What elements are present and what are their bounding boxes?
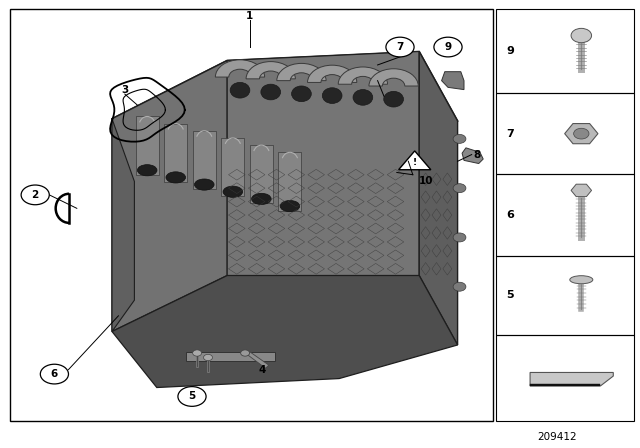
Wedge shape: [369, 69, 419, 86]
Polygon shape: [112, 276, 458, 388]
Circle shape: [571, 28, 591, 43]
Text: 6: 6: [51, 369, 58, 379]
Circle shape: [573, 128, 589, 139]
Circle shape: [386, 37, 414, 57]
Circle shape: [204, 354, 212, 361]
Bar: [10, 9, 493, 421]
Ellipse shape: [138, 165, 157, 176]
Wedge shape: [339, 67, 388, 84]
Polygon shape: [530, 372, 613, 386]
Text: 9: 9: [506, 46, 514, 56]
Text: 10: 10: [419, 177, 433, 186]
Polygon shape: [186, 352, 275, 361]
Bar: [496, 256, 634, 335]
Text: 3: 3: [121, 85, 129, 95]
Ellipse shape: [280, 201, 300, 212]
Circle shape: [178, 387, 206, 406]
Text: 7: 7: [506, 129, 514, 138]
Polygon shape: [164, 124, 188, 182]
Circle shape: [453, 282, 466, 291]
Ellipse shape: [292, 86, 311, 102]
Polygon shape: [193, 131, 216, 189]
Circle shape: [193, 350, 202, 356]
Polygon shape: [112, 60, 227, 332]
Circle shape: [453, 134, 466, 143]
Ellipse shape: [353, 90, 372, 105]
Circle shape: [241, 350, 250, 356]
Polygon shape: [462, 148, 483, 164]
Ellipse shape: [570, 276, 593, 284]
Circle shape: [453, 233, 466, 242]
Wedge shape: [308, 65, 357, 82]
Ellipse shape: [261, 84, 280, 100]
Text: 209412: 209412: [537, 432, 577, 442]
Bar: [496, 9, 634, 94]
Text: 2: 2: [31, 190, 39, 200]
Polygon shape: [136, 116, 159, 175]
Ellipse shape: [195, 179, 214, 190]
Text: 8: 8: [473, 150, 481, 159]
Bar: [496, 174, 634, 256]
Polygon shape: [112, 52, 458, 181]
Ellipse shape: [166, 172, 186, 183]
Text: !: !: [413, 158, 417, 167]
Polygon shape: [112, 119, 134, 332]
Text: 1: 1: [246, 11, 253, 21]
Polygon shape: [227, 52, 419, 276]
Circle shape: [453, 184, 466, 193]
Polygon shape: [250, 145, 273, 203]
Text: 6: 6: [506, 210, 514, 220]
Wedge shape: [246, 62, 296, 79]
Bar: [496, 335, 634, 421]
Bar: [496, 94, 634, 174]
Polygon shape: [221, 138, 244, 196]
Text: 7: 7: [396, 42, 404, 52]
Polygon shape: [399, 151, 431, 170]
Polygon shape: [530, 384, 600, 386]
Wedge shape: [215, 60, 265, 77]
Polygon shape: [442, 72, 464, 90]
Text: 5: 5: [188, 392, 196, 401]
Ellipse shape: [223, 186, 243, 198]
Circle shape: [40, 364, 68, 384]
Ellipse shape: [230, 82, 250, 98]
Wedge shape: [277, 64, 326, 81]
Ellipse shape: [323, 88, 342, 103]
Polygon shape: [278, 152, 301, 211]
Text: 4: 4: [259, 365, 266, 375]
Polygon shape: [419, 52, 458, 345]
Circle shape: [21, 185, 49, 205]
Ellipse shape: [384, 91, 403, 107]
Polygon shape: [246, 352, 269, 368]
Text: 9: 9: [444, 42, 452, 52]
Ellipse shape: [252, 194, 271, 205]
Text: 5: 5: [506, 290, 514, 301]
Circle shape: [434, 37, 462, 57]
